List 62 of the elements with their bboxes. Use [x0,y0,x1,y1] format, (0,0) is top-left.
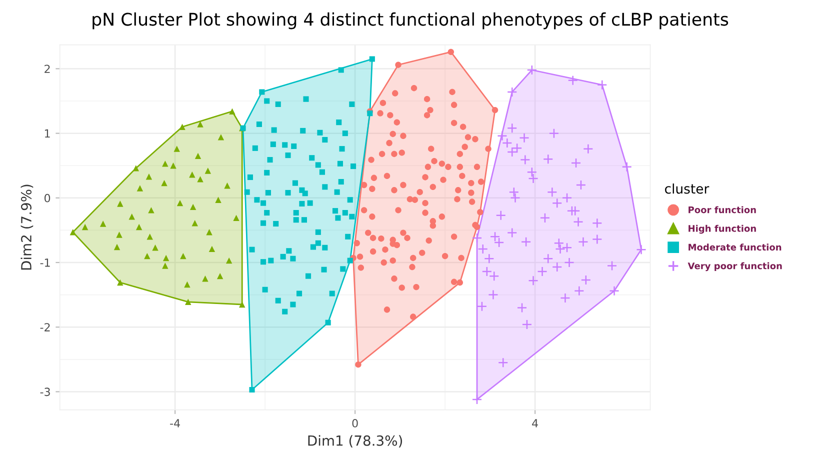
point [152,244,158,251]
point [233,214,240,222]
y-axis-title: Dim2 (7.9%) [20,184,34,270]
point [206,229,212,236]
point [146,234,153,240]
point [144,252,150,260]
y-tick-label: -1 [40,258,50,267]
point [192,220,198,226]
x-axis-title: Dim1 (78.3%) [308,435,402,448]
point [162,160,168,167]
point [176,200,184,206]
point [189,172,196,178]
point [162,262,168,269]
point [136,185,144,192]
legend-label: High function [688,224,756,234]
point [180,252,186,260]
point [226,257,232,264]
point [190,204,196,210]
point [114,244,120,250]
x-tick-label: -4 [170,419,180,428]
point [218,134,224,140]
point [194,152,202,160]
point [185,298,192,306]
y-tick-label: 0 [44,194,50,202]
point [117,200,124,207]
point [70,229,76,236]
point [197,121,204,128]
point [148,207,154,214]
point [179,124,186,130]
point [116,232,122,238]
point [184,281,190,288]
point [162,254,170,262]
point [136,224,142,230]
legend-label: Very poor function [688,262,782,272]
legend-title: cluster [665,184,710,194]
point [174,146,180,152]
point [170,162,176,169]
point [239,301,246,308]
x-tick-label: 4 [532,419,538,428]
y-tick-label: 1 [44,129,50,138]
y-tick-label: -2 [40,323,50,332]
point [100,220,106,227]
point [128,214,135,220]
point [82,224,88,230]
point [215,196,222,203]
point [224,182,230,189]
x-tick-label: 0 [352,419,358,428]
point [146,173,152,180]
point [208,246,216,252]
point [117,279,124,286]
chart-title: pN Cluster Plot showing 4 distinct functional phenotypes of cLBP patients [92,12,728,30]
point [132,165,140,172]
point [204,168,212,174]
y-tick-label: -3 [40,388,50,396]
legend-label: Poor function [688,206,756,214]
point [161,180,168,186]
point [197,176,204,182]
point [202,276,208,282]
legend-label: Moderate function [688,244,782,251]
point [216,272,224,280]
point [229,108,236,114]
y-tick-label: 2 [44,64,50,73]
